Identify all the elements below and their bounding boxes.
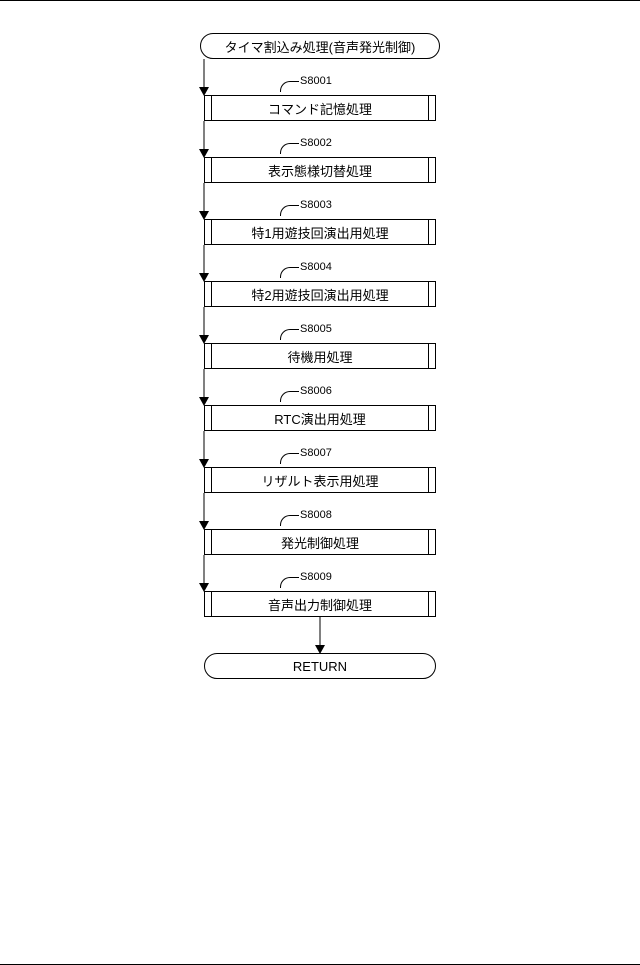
step-id-label: S8003 — [300, 199, 332, 211]
step-id-label: S8002 — [300, 137, 332, 149]
callout — [280, 453, 299, 464]
process-box: 表示態様切替処理 — [204, 157, 436, 183]
step-8: S8008 発光制御処理 — [204, 493, 436, 555]
callout — [280, 515, 299, 526]
step-id-label: S8004 — [300, 261, 332, 273]
flowchart: タイマ割込み処理(音声発光制御) S8001 コマンド記憶処理 S8002 表示… — [0, 33, 640, 679]
step-id-label: S8007 — [300, 447, 332, 459]
step-5: S8005 待機用処理 — [204, 307, 436, 369]
callout — [280, 391, 299, 402]
step-3: S8003 特1用遊技回演出用処理 — [204, 183, 436, 245]
process-box: 音声出力制御処理 — [204, 591, 436, 617]
process-box: コマンド記憶処理 — [204, 95, 436, 121]
step-id-label: S8008 — [300, 509, 332, 521]
terminal-start: タイマ割込み処理(音声発光制御) — [200, 33, 440, 59]
page: タイマ割込み処理(音声発光制御) S8001 コマンド記憶処理 S8002 表示… — [0, 0, 640, 965]
step-id-label: S8009 — [300, 571, 332, 583]
process-box: 待機用処理 — [204, 343, 436, 369]
step-9: S8009 音声出力制御処理 — [204, 555, 436, 617]
callout — [280, 143, 299, 154]
process-box: 特1用遊技回演出用処理 — [204, 219, 436, 245]
callout — [280, 577, 299, 588]
callout — [280, 81, 299, 92]
callout — [280, 205, 299, 216]
callout — [280, 267, 299, 278]
step-6: S8006 RTC演出用処理 — [204, 369, 436, 431]
process-box: 発光制御処理 — [204, 529, 436, 555]
step-7: S8007 リザルト表示用処理 — [204, 431, 436, 493]
terminal-end: RETURN — [204, 653, 436, 679]
step-id-label: S8005 — [300, 323, 332, 335]
step-1: S8001 コマンド記憶処理 — [204, 59, 436, 121]
callout — [280, 329, 299, 340]
step-4: S8004 特2用遊技回演出用処理 — [204, 245, 436, 307]
step-id-label: S8006 — [300, 385, 332, 397]
process-box: RTC演出用処理 — [204, 405, 436, 431]
process-box: リザルト表示用処理 — [204, 467, 436, 493]
step-2: S8002 表示態様切替処理 — [204, 121, 436, 183]
process-box: 特2用遊技回演出用処理 — [204, 281, 436, 307]
step-id-label: S8001 — [300, 75, 332, 87]
